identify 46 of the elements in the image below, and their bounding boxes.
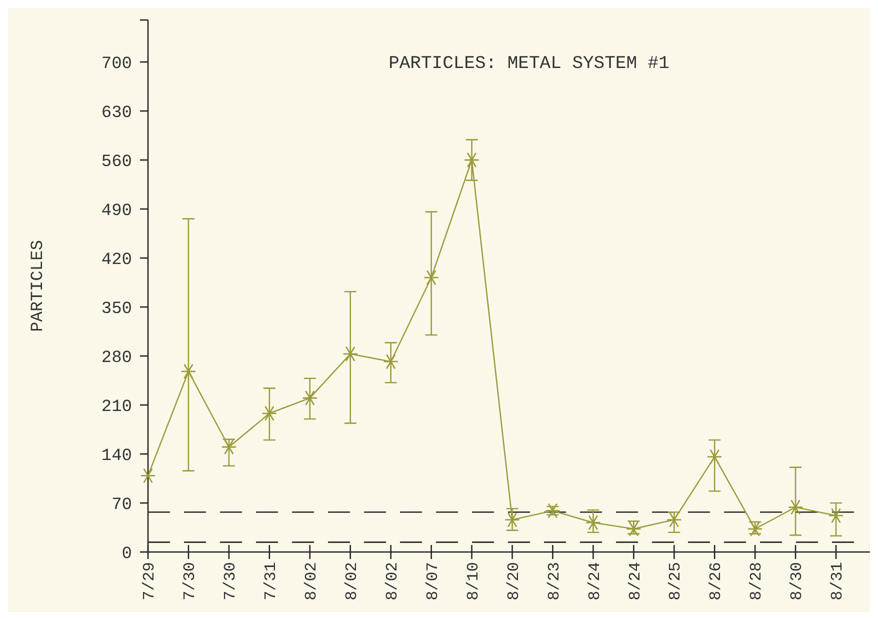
point	[342, 346, 358, 362]
y-tick-label: 280	[101, 348, 132, 368]
x-tick-label: 8/23	[545, 562, 564, 600]
y-tick-label: 0	[122, 544, 132, 564]
y-tick-label: 70	[112, 496, 132, 515]
point	[666, 512, 682, 528]
point	[221, 439, 237, 455]
x-tick-label: 8/25	[666, 562, 685, 600]
y-tick-label: 630	[101, 104, 132, 123]
x-tick-label: 8/24	[626, 562, 644, 600]
x-tick-label: 7/30	[181, 562, 200, 600]
point	[788, 500, 804, 515]
y-axis-title: PARTICLES	[29, 240, 48, 332]
point	[140, 468, 156, 484]
x-tick-label: 8/02	[383, 562, 402, 600]
point	[706, 449, 722, 464]
x-tick-label: 8/10	[464, 562, 482, 600]
x-tick-label: 8/31	[828, 562, 847, 600]
point	[383, 354, 399, 370]
x-tick-label: 8/02	[342, 562, 361, 600]
point	[302, 390, 318, 406]
x-tick-label: 8/28	[748, 562, 766, 600]
y-tick-label: 140	[101, 446, 132, 466]
text: PARTICLES: METAL SYSTEM #1	[388, 54, 670, 74]
x-tick-label: 7/30	[222, 562, 240, 600]
x-tick-label: 7/31	[262, 562, 280, 600]
y-tick-label: 560	[101, 152, 132, 172]
y-tick-label: 490	[101, 202, 132, 221]
y-tick-label: 350	[101, 300, 132, 319]
x-tick-label: 8/02	[302, 562, 320, 600]
x-tick-label: 8/30	[788, 562, 806, 600]
point	[464, 152, 480, 168]
y-tick-label: 420	[101, 250, 132, 270]
point	[424, 270, 439, 286]
y-tick-label: 700	[101, 54, 132, 74]
point	[828, 508, 844, 524]
x-tick-label: 8/24	[586, 562, 604, 600]
x-tick-label: 8/26	[707, 562, 726, 600]
x-tick-label: 7/29	[140, 562, 159, 600]
x-tick-label: 8/07	[424, 562, 442, 600]
x-tick-label: 8/20	[504, 562, 523, 600]
point	[262, 406, 278, 422]
point	[585, 514, 601, 530]
y-tick-label: 210	[101, 398, 132, 417]
point	[504, 512, 520, 528]
point	[180, 364, 196, 380]
